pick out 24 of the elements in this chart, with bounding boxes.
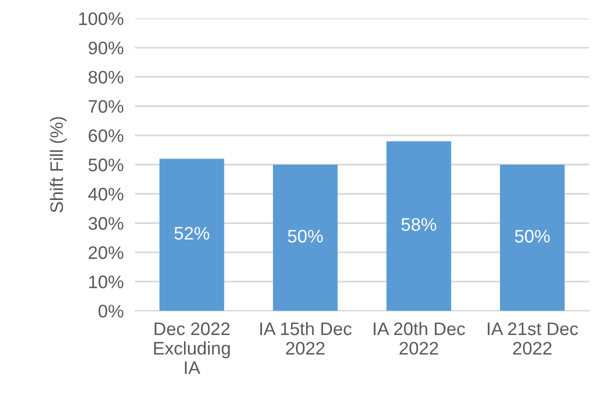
data-label: 52% xyxy=(174,226,210,240)
y-tick-label: 70% xyxy=(88,100,124,113)
y-tick-label: 0% xyxy=(98,304,124,318)
x-tick-label: IA 20th Dec 2022 xyxy=(374,322,466,355)
x-tick-label: IA 21st Dec 2022 xyxy=(488,322,578,355)
data-label: 50% xyxy=(288,230,323,243)
y-tick-label: 50% xyxy=(88,158,124,172)
y-tick-label: 100% xyxy=(79,12,124,26)
bar xyxy=(500,164,565,311)
y-tick-label: 10% xyxy=(89,276,124,288)
y-tick-label: 40% xyxy=(88,188,124,201)
y-axis-title: Shift Fill (%) xyxy=(50,117,67,212)
data-label: 58% xyxy=(401,218,436,231)
y-tick-label: 20% xyxy=(88,246,124,260)
x-tick-label: Dec 2022 Excluding IA xyxy=(154,322,230,374)
x-tick-label: IA 15th Dec 2022 xyxy=(260,322,352,355)
bar xyxy=(386,141,452,311)
bar xyxy=(272,164,338,311)
y-tick-label: 60% xyxy=(88,129,124,142)
y-tick-label: 30% xyxy=(88,217,124,230)
y-tick-label: 80% xyxy=(88,70,124,84)
bar xyxy=(159,158,224,311)
y-tick-label: 90% xyxy=(88,42,124,54)
data-label: 50% xyxy=(514,230,550,243)
